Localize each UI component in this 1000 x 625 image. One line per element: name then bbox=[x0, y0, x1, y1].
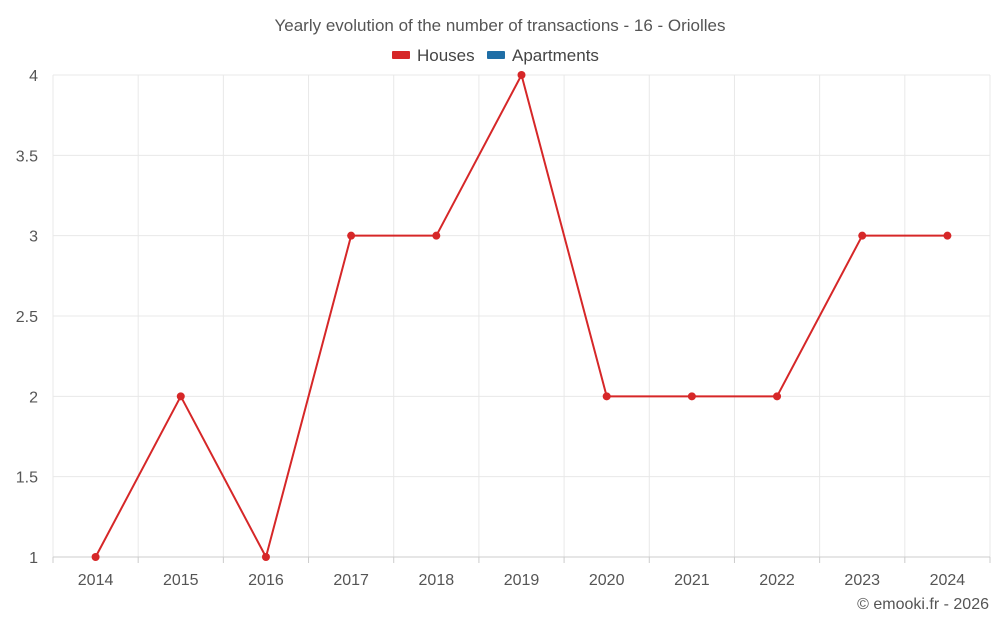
y-tick-label: 3 bbox=[29, 229, 38, 246]
data-point-houses[interactable] bbox=[687, 392, 696, 401]
x-tick-label: 2018 bbox=[419, 572, 455, 589]
data-point-houses[interactable] bbox=[602, 392, 611, 401]
x-tick-label: 2015 bbox=[163, 572, 199, 589]
data-point-houses[interactable] bbox=[943, 231, 952, 240]
data-point-houses[interactable] bbox=[432, 231, 441, 240]
data-point-houses[interactable] bbox=[773, 392, 782, 401]
y-tick-label: 4 bbox=[29, 68, 38, 85]
legend-item-houses[interactable]: Houses bbox=[392, 46, 475, 65]
data-point-houses[interactable] bbox=[176, 392, 185, 401]
chart-title: Yearly evolution of the number of transa… bbox=[274, 16, 725, 35]
x-tick-label: 2014 bbox=[78, 572, 114, 589]
legend-label-apartments: Apartments bbox=[512, 46, 599, 65]
x-tick-label: 2022 bbox=[759, 572, 795, 589]
data-point-houses[interactable] bbox=[261, 553, 270, 561]
x-tick-label: 2016 bbox=[248, 572, 284, 589]
credit-text: © emooki.fr - 2026 bbox=[857, 596, 989, 613]
x-tick-label: 2021 bbox=[674, 572, 710, 589]
data-point-houses[interactable] bbox=[517, 71, 526, 79]
legend-label-houses: Houses bbox=[417, 46, 475, 65]
y-tick-label: 1 bbox=[29, 550, 38, 567]
y-tick-label: 1.5 bbox=[16, 470, 38, 487]
y-axis-ticks: 1 1.5 2 2.5 3 3.5 4 bbox=[16, 68, 38, 567]
axes bbox=[52, 556, 991, 563]
y-tick-label: 2 bbox=[29, 389, 38, 406]
x-tick-label: 2017 bbox=[333, 572, 369, 589]
y-tick-label: 2.5 bbox=[16, 309, 38, 326]
legend: Houses Apartments bbox=[392, 46, 599, 65]
legend-swatch-houses bbox=[392, 51, 410, 59]
data-point-houses[interactable] bbox=[858, 231, 867, 240]
x-tick-label: 2023 bbox=[844, 572, 880, 589]
x-tick-label: 2020 bbox=[589, 572, 625, 589]
x-axis-ticks: 2014 2015 2016 2017 2018 2019 2020 2021 2022 2023… bbox=[78, 572, 966, 589]
legend-item-apartments[interactable]: Apartments bbox=[487, 46, 599, 65]
series-houses bbox=[91, 71, 952, 561]
data-point-houses[interactable] bbox=[347, 231, 356, 240]
data-point-houses[interactable] bbox=[91, 553, 100, 561]
x-tick-label: 2019 bbox=[504, 572, 540, 589]
legend-swatch-apartments bbox=[487, 51, 505, 59]
y-tick-label: 3.5 bbox=[16, 148, 38, 165]
grid bbox=[52, 74, 991, 557]
x-tick-label: 2024 bbox=[930, 572, 966, 589]
